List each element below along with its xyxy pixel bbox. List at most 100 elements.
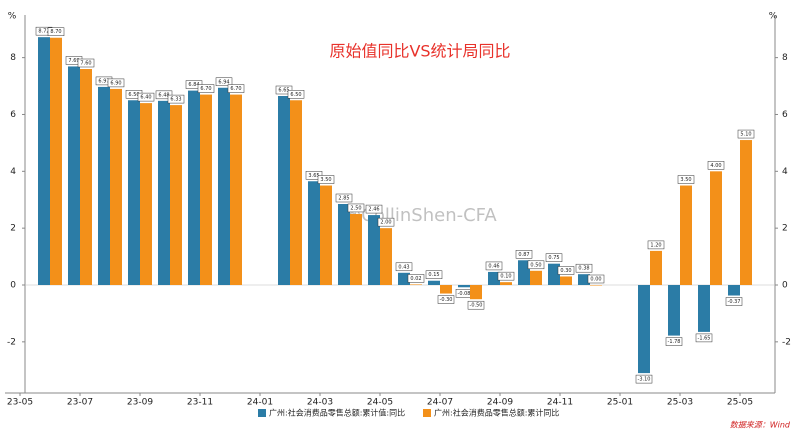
value-label-box — [335, 193, 353, 203]
y-axis-label: % — [8, 12, 17, 22]
value-label-box — [725, 297, 743, 306]
x-tick-label: 24-09 — [487, 398, 513, 408]
value-label-box — [317, 175, 335, 184]
x-tick-label: 24-11 — [547, 398, 573, 408]
value-label: 6.94 — [218, 79, 229, 85]
bar — [500, 282, 512, 285]
x-tick-label: 25-01 — [607, 398, 633, 408]
bar — [380, 228, 392, 285]
value-label: 8.70 — [50, 29, 61, 35]
value-label-box — [647, 240, 665, 250]
value-label: 6.70 — [200, 86, 211, 92]
value-label: 4.00 — [710, 163, 721, 169]
bar — [230, 94, 242, 285]
value-label-box — [737, 129, 755, 139]
bar — [440, 285, 452, 294]
value-label-box — [275, 85, 293, 95]
bar — [98, 86, 110, 285]
value-label: 0.10 — [500, 274, 511, 280]
bar — [710, 171, 722, 285]
value-label-box — [77, 58, 95, 68]
bar — [110, 88, 122, 285]
bar — [140, 103, 152, 286]
value-label: 6.50 — [290, 92, 301, 98]
bar — [518, 260, 530, 285]
value-label-box — [635, 374, 653, 384]
value-label-box — [677, 175, 695, 184]
bar — [38, 37, 50, 285]
bar — [728, 285, 740, 296]
value-label: -0.08 — [458, 291, 471, 297]
value-label: -1.78 — [668, 339, 681, 345]
value-label: 0.38 — [578, 266, 589, 272]
bar — [338, 204, 350, 285]
value-label-box — [437, 295, 455, 304]
value-label-box — [365, 204, 383, 214]
bar — [320, 185, 332, 285]
value-label-box — [107, 78, 125, 88]
y-tick-label: 2 — [10, 224, 16, 234]
y2-tick-label: 4 — [782, 167, 788, 177]
value-label: 6.97 — [98, 78, 109, 84]
y2-tick-label: 2 — [782, 224, 788, 234]
x-tick-label: 23-09 — [127, 398, 153, 408]
value-label: -0.30 — [440, 297, 453, 303]
value-label: 0.02 — [410, 276, 421, 282]
bar — [50, 37, 62, 285]
bar — [350, 213, 362, 285]
value-label-box — [287, 90, 305, 99]
bar — [698, 285, 710, 332]
chart-title: 原始值同比VS统计局同比 — [329, 42, 510, 61]
value-label: 2.85 — [338, 196, 349, 202]
value-label: 2.00 — [380, 220, 391, 226]
value-label-box — [137, 92, 155, 102]
value-label: 0.87 — [518, 252, 529, 258]
bar — [410, 284, 422, 285]
value-label: 0.46 — [488, 263, 499, 269]
bar — [218, 87, 230, 285]
bar — [650, 250, 662, 285]
bar — [290, 100, 302, 286]
value-label-box — [425, 270, 443, 279]
value-label-box — [557, 266, 575, 275]
value-label: 6.40 — [140, 95, 151, 101]
value-label: 8.72 — [38, 29, 49, 35]
bar — [428, 280, 440, 285]
value-label-box — [665, 337, 683, 346]
value-label: -3.10 — [638, 377, 651, 383]
value-label: 6.33 — [170, 97, 181, 103]
x-tick-label: 25-03 — [667, 398, 693, 408]
bar — [578, 274, 590, 285]
y2-axis-label: % — [769, 12, 778, 22]
value-label-box — [527, 260, 545, 270]
bar — [398, 272, 410, 285]
y-tick-label: 4 — [10, 167, 16, 177]
value-label-box — [485, 261, 503, 271]
bar — [680, 185, 692, 285]
value-label-box — [587, 274, 605, 284]
value-label: 6.65 — [278, 88, 289, 94]
source: 数据来源：Wind — [730, 421, 791, 430]
bar — [200, 94, 212, 285]
bar — [68, 66, 80, 285]
bar — [128, 100, 140, 286]
x-tick-label: 24-01 — [247, 398, 273, 408]
value-label-box — [545, 253, 563, 262]
value-label: 3.50 — [320, 177, 331, 183]
y-tick-label: 0 — [10, 281, 16, 291]
bar — [530, 270, 542, 285]
value-label: 0.00 — [590, 277, 601, 283]
bar — [278, 96, 290, 285]
bar — [590, 285, 602, 286]
value-label: -0.37 — [728, 299, 741, 305]
bar — [638, 285, 650, 374]
value-label: 6.84 — [188, 82, 199, 88]
bar — [458, 285, 470, 288]
value-label: 0.15 — [428, 272, 439, 278]
bar — [170, 105, 182, 286]
y2-tick-label: 0 — [782, 281, 788, 291]
value-label: 0.30 — [560, 268, 571, 274]
value-label: 0.75 — [548, 255, 559, 261]
x-tick-label: 23-05 — [7, 398, 33, 408]
